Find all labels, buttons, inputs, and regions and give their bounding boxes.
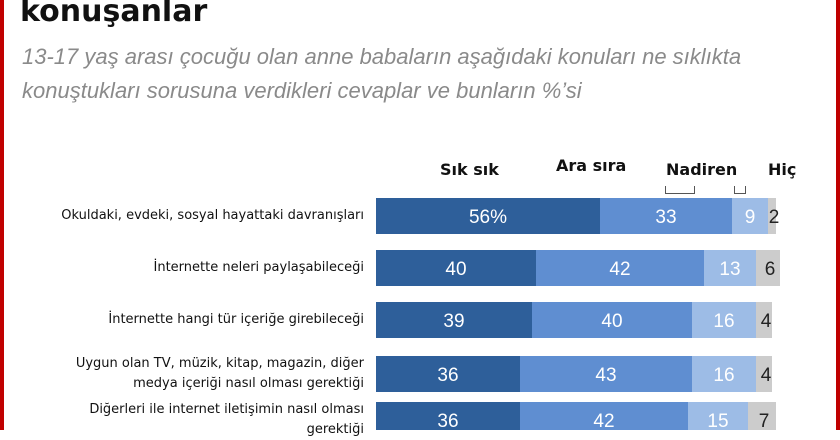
bar-segment xyxy=(756,250,780,286)
bar-segment xyxy=(600,198,732,234)
data-label: 6 xyxy=(765,259,776,280)
category-label-3: İnternette hangi tür içeriğe girebileceğ… xyxy=(108,310,364,330)
legend-item-3: Nadiren xyxy=(666,160,738,179)
category-label-4: Uygun olan TV, müzik, kitap, magazin, di… xyxy=(76,354,364,394)
data-label: 15 xyxy=(707,411,728,430)
data-label: 4 xyxy=(761,311,772,332)
data-label: 43 xyxy=(595,365,616,386)
bar-segment xyxy=(376,302,532,338)
data-label: 56% xyxy=(469,207,507,228)
data-label: 16 xyxy=(713,365,734,386)
frame-right-border xyxy=(836,0,840,430)
category-label-2: İnternette neleri paylaşabileceği xyxy=(154,258,365,278)
bar-segment xyxy=(692,302,756,338)
bar-segment xyxy=(756,356,772,392)
bar-segment xyxy=(520,356,692,392)
chart-title: konuşanlar xyxy=(20,0,208,29)
bar-segment xyxy=(688,402,748,430)
bar-segment xyxy=(768,198,776,234)
category-label-line: medya içeriği nasıl olması gerektiği xyxy=(133,376,364,391)
data-label: 39 xyxy=(443,311,464,332)
data-label: 2 xyxy=(769,207,780,228)
bar-segment xyxy=(748,402,776,430)
bar-segment xyxy=(520,402,688,430)
bar-segment xyxy=(532,302,692,338)
data-label: 9 xyxy=(745,207,756,228)
data-label: 40 xyxy=(445,259,466,280)
legend-item-1: Sık sık xyxy=(440,160,499,179)
data-label: 36 xyxy=(437,411,458,430)
category-label-line: Okuldaki, evdeki, sosyal hayattaki davra… xyxy=(61,208,364,223)
data-label: 42 xyxy=(609,259,630,280)
data-label: 33 xyxy=(655,207,676,228)
category-label-line: İnternette neleri paylaşabileceği xyxy=(153,260,365,275)
bar-segment xyxy=(692,356,756,392)
stacked-bar-chart: 56% 33 9 2 40 42 13 6 39 40 16 4 36 43 16 4 36 42 15 7 xyxy=(376,198,780,430)
data-label: 13 xyxy=(719,259,740,280)
bar-segment xyxy=(536,250,704,286)
bar-segment xyxy=(376,356,520,392)
bar-segment xyxy=(704,250,756,286)
frame-left-border xyxy=(0,0,4,430)
legend-bracket-nadiren xyxy=(665,186,695,194)
bar-segment xyxy=(376,250,536,286)
category-label-line: İnternette hangi tür içeriğe girebileceğ… xyxy=(108,312,364,327)
data-label: 16 xyxy=(713,311,734,332)
data-label: 42 xyxy=(593,411,614,430)
legend-item-4: Hiç xyxy=(768,160,797,179)
data-label: 36 xyxy=(437,365,458,386)
legend-bracket-hic xyxy=(734,186,746,194)
data-label: 40 xyxy=(601,311,622,332)
category-label-1: Okuldaki, evdeki, sosyal hayattaki davra… xyxy=(61,206,364,226)
chart-subtitle: 13-17 yaş arası çocuğu olan anne babalar… xyxy=(22,44,742,103)
bar-segment xyxy=(732,198,768,234)
bar-segment xyxy=(376,198,600,234)
bar-segment xyxy=(756,302,772,338)
data-label: 4 xyxy=(761,365,772,386)
legend-item-2: Ara sıra xyxy=(556,156,627,175)
data-label: 7 xyxy=(759,411,770,430)
category-label-line: Diğerleri ile internet iletişimin nasıl … xyxy=(89,402,364,417)
category-label-line: Uygun olan TV, müzik, kitap, magazin, di… xyxy=(75,356,364,371)
bar-segment xyxy=(376,402,520,430)
